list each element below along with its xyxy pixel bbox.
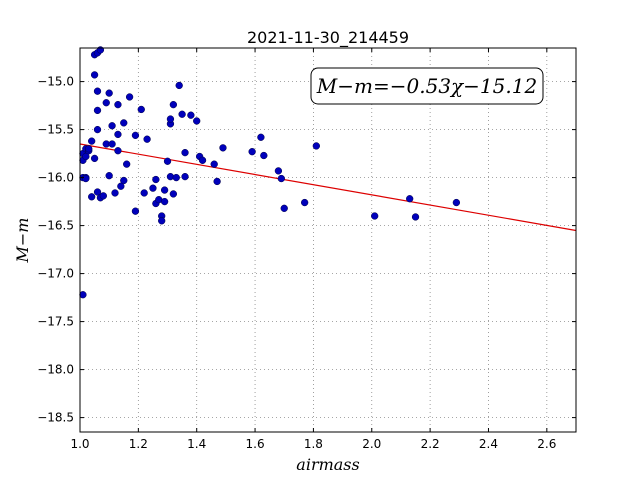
data-points (79, 46, 461, 299)
data-point (93, 125, 102, 134)
y-tick-label: −16.0 (37, 171, 74, 185)
data-point (79, 291, 87, 299)
plot-area (80, 48, 576, 432)
data-point (187, 111, 195, 119)
data-point (108, 140, 116, 148)
data-point (88, 193, 96, 201)
data-point (169, 100, 178, 109)
fit-line (79, 143, 577, 232)
data-point (123, 160, 131, 168)
data-point (166, 115, 175, 123)
plot-frame (79, 47, 577, 433)
data-point (160, 186, 169, 194)
x-tick-label: 1.2 (129, 437, 148, 451)
data-point (181, 172, 189, 181)
x-tick-label: 1.4 (187, 437, 206, 451)
data-point (82, 174, 90, 183)
data-point (105, 89, 113, 97)
data-point (260, 151, 268, 160)
axis-ticks: 1.0 1.2 1.4 1.6 1.8 2.0 2.2 2.4 2.6 −15.0 −15.5 −16… (37, 48, 576, 451)
data-point (131, 131, 140, 140)
x-axis-label: airmass (296, 455, 359, 474)
data-point (114, 100, 122, 109)
x-tick-label: 2.6 (537, 437, 556, 451)
data-point (93, 188, 102, 196)
y-axis-label: M−m (13, 218, 32, 264)
y-tick-label: −15.5 (37, 123, 74, 137)
data-point (105, 172, 113, 180)
y-tick-label: −16.5 (37, 219, 74, 233)
data-point (108, 122, 116, 130)
data-point (137, 105, 145, 114)
data-point (371, 212, 379, 220)
annotation-text: M−m=−0.53χ−15.12 (316, 74, 537, 98)
y-tick-label: −18.0 (37, 363, 74, 377)
data-point (406, 195, 414, 203)
data-point (175, 81, 183, 90)
data-point (140, 189, 148, 197)
y-tick-label: −18.5 (37, 411, 74, 425)
data-point (160, 197, 169, 206)
fit-line-segment (79, 143, 577, 232)
data-point (99, 192, 107, 200)
data-point (90, 71, 99, 79)
data-point (172, 173, 180, 182)
data-point (114, 130, 122, 139)
data-point (169, 190, 178, 198)
data-point (178, 110, 186, 118)
data-point (411, 213, 420, 221)
data-point (210, 160, 218, 168)
fit-annotation: M−m=−0.53χ−15.12 (310, 67, 544, 105)
data-point (274, 167, 283, 175)
data-point (143, 135, 151, 143)
data-point (131, 207, 140, 215)
data-point (301, 198, 309, 207)
data-point (117, 182, 125, 190)
x-tick-label: 2.4 (479, 437, 498, 451)
data-point (82, 152, 90, 161)
data-point (90, 154, 99, 163)
data-point (149, 184, 157, 192)
data-point (88, 137, 96, 145)
y-tick-label: −17.5 (37, 315, 74, 329)
data-point (280, 204, 288, 212)
data-point (312, 142, 320, 150)
data-point (93, 106, 102, 115)
data-point (163, 157, 172, 165)
annotation-box (310, 67, 544, 105)
x-tick-label: 1.0 (70, 437, 89, 451)
x-tick-label: 2.0 (362, 437, 381, 451)
x-tick-label: 2.2 (421, 437, 440, 451)
data-point (213, 177, 221, 186)
data-point (181, 148, 189, 157)
x-tick-label: 1.8 (304, 437, 323, 451)
data-point (125, 93, 134, 101)
data-point (93, 87, 102, 95)
data-point (85, 145, 93, 153)
x-tick-label: 1.6 (246, 437, 265, 451)
data-point (452, 198, 461, 207)
data-point (257, 133, 265, 141)
data-point (111, 189, 119, 197)
data-point (152, 175, 160, 184)
data-point (248, 148, 256, 156)
chart-title: 2021-11-30_214459 (247, 28, 409, 48)
data-point (219, 144, 227, 152)
data-point (114, 147, 122, 155)
y-tick-label: −17.0 (37, 267, 74, 281)
data-point (193, 117, 201, 125)
data-point (120, 119, 128, 127)
data-point (120, 176, 128, 185)
data-point (198, 156, 207, 164)
data-point (102, 99, 110, 107)
data-point (277, 174, 285, 183)
data-point (158, 217, 166, 225)
y-tick-label: −15.0 (37, 75, 74, 89)
